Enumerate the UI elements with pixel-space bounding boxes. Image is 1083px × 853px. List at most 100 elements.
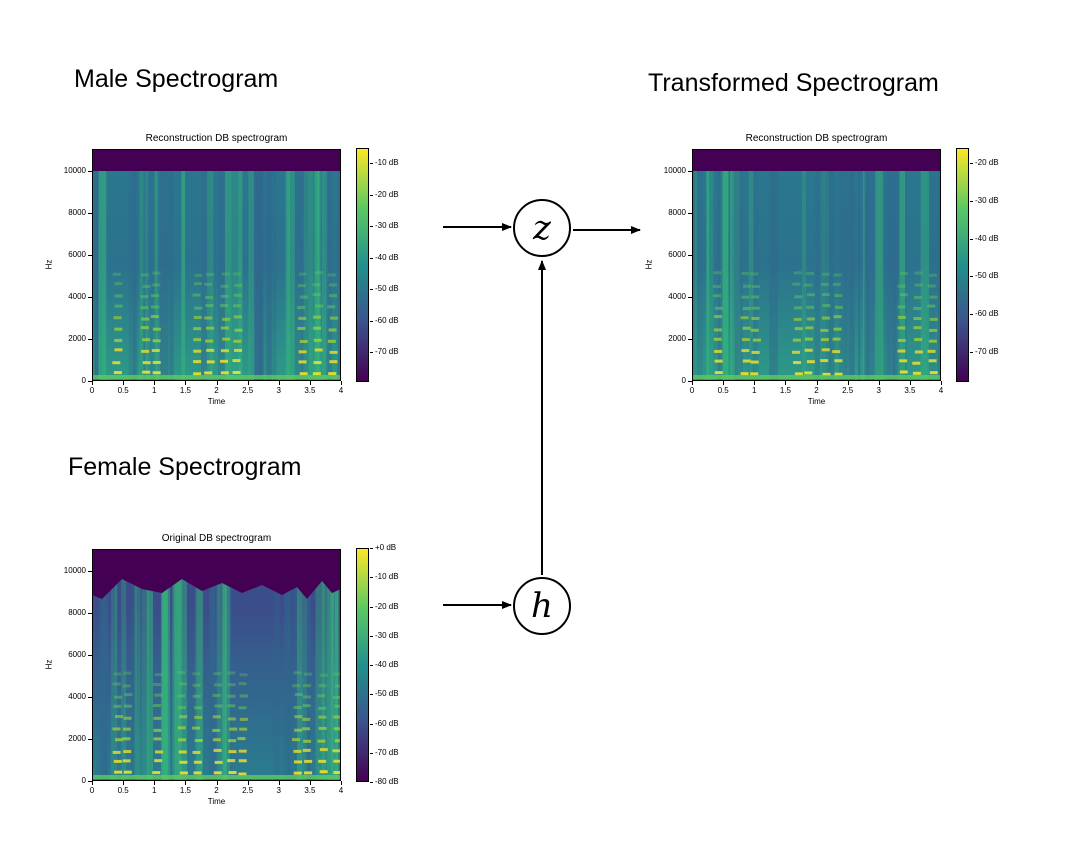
x-tick-label: 2.5 xyxy=(242,386,254,395)
plot-title: Reconstruction DB spectrogram xyxy=(745,133,888,144)
x-tick-label: 2 xyxy=(214,786,219,795)
colorbar-tick-label: -20 dB xyxy=(370,601,399,611)
y-tick-mark xyxy=(688,213,692,214)
plot-title: Reconstruction DB spectrogram xyxy=(145,133,288,144)
x-tick-label: 2 xyxy=(814,386,819,395)
colorbar-tick-label: -60 dB xyxy=(970,309,999,319)
x-tick-mark xyxy=(123,381,125,385)
y-tick-label: 10000 xyxy=(63,566,86,575)
colorbar xyxy=(356,148,369,382)
y-tick-label: 2000 xyxy=(68,734,86,743)
y-tick-mark xyxy=(88,571,92,572)
y-tick-mark xyxy=(688,297,692,298)
x-tick-mark xyxy=(723,381,725,385)
colorbar-tick-label: -30 dB xyxy=(370,221,399,230)
colorbar-tick-label: -70 dB xyxy=(970,347,999,356)
colorbar-tick-label: -60 dB xyxy=(370,718,399,728)
y-tick-mark xyxy=(88,213,92,214)
x-tick-label: 2.5 xyxy=(842,386,854,395)
colorbar-tick-label: -50 dB xyxy=(370,689,399,699)
x-tick-mark xyxy=(309,781,311,785)
x-tick-mark xyxy=(154,781,156,785)
y-tick-label: 6000 xyxy=(68,250,86,259)
x-tick-mark xyxy=(185,781,187,785)
x-tick-label: 3.5 xyxy=(304,386,316,395)
y-tick-label: 2000 xyxy=(668,334,686,343)
spectrogram-image xyxy=(92,149,341,381)
spectrogram-image xyxy=(92,549,341,781)
z-node: z xyxy=(513,199,571,257)
y-tick-label: 10000 xyxy=(63,166,86,175)
plot-frame xyxy=(92,549,341,781)
x-tick-label: 1 xyxy=(152,386,157,395)
colorbar-tick-label: -50 dB xyxy=(970,271,999,281)
x-tick-label: 3 xyxy=(876,386,881,395)
y-tick-label: 10000 xyxy=(663,166,686,175)
x-tick-mark xyxy=(185,381,187,385)
y-axis-label: Hz xyxy=(44,659,54,670)
y-tick-label: 2000 xyxy=(68,334,86,343)
x-tick-mark xyxy=(154,381,156,385)
plot-title: Original DB spectrogram xyxy=(161,533,272,544)
x-tick-mark xyxy=(341,781,342,785)
x-tick-label: 1.5 xyxy=(179,786,191,795)
x-tick-mark xyxy=(92,381,93,385)
colorbar-tick-label: -50 dB xyxy=(370,284,399,293)
x-tick-label: 2 xyxy=(214,386,219,395)
colorbar-tick-label: -70 dB xyxy=(370,747,399,757)
colorbar-tick-label: -60 dB xyxy=(370,315,399,325)
x-tick-mark xyxy=(92,781,93,785)
y-tick-label: 4000 xyxy=(68,692,86,701)
y-tick-mark xyxy=(88,381,92,382)
y-tick-label: 0 xyxy=(81,376,86,385)
x-tick-mark xyxy=(909,381,911,385)
colorbar xyxy=(356,548,369,782)
x-axis-label: Time xyxy=(807,397,826,406)
colorbar-tick-label: -40 dB xyxy=(370,252,399,262)
x-tick-mark xyxy=(816,381,818,385)
y-tick-mark xyxy=(88,739,92,740)
x-tick-mark xyxy=(216,781,218,785)
x-tick-mark xyxy=(878,381,880,385)
x-tick-label: 3 xyxy=(276,386,281,395)
x-tick-mark xyxy=(341,381,342,385)
colorbar xyxy=(956,148,969,382)
x-tick-label: 0 xyxy=(89,386,95,395)
x-tick-label: 3.5 xyxy=(904,386,916,395)
y-tick-mark xyxy=(88,171,92,172)
x-tick-mark xyxy=(278,381,280,385)
x-axis-label: Time xyxy=(207,797,226,806)
colorbar-tick-label: -10 dB xyxy=(370,572,399,582)
colorbar-tick-label: -20 dB xyxy=(970,158,999,167)
colorbar-tick-label: -40 dB xyxy=(970,233,999,243)
h-node: h xyxy=(513,577,571,635)
x-tick-label: 0 xyxy=(689,386,695,395)
x-tick-label: 1 xyxy=(152,786,157,795)
y-tick-mark xyxy=(88,297,92,298)
plot-frame xyxy=(692,149,941,381)
y-tick-mark xyxy=(88,781,92,782)
y-axis-label: Hz xyxy=(644,259,654,270)
colorbar-tick-label: -40 dB xyxy=(370,660,399,669)
y-tick-label: 0 xyxy=(81,776,86,785)
colorbar-tick-label: -80 dB xyxy=(370,777,399,786)
y-tick-label: 4000 xyxy=(668,292,686,301)
x-tick-mark xyxy=(847,381,849,385)
x-tick-label: 0.5 xyxy=(117,786,129,795)
x-tick-mark xyxy=(247,381,249,385)
x-tick-mark xyxy=(941,381,942,385)
y-tick-mark xyxy=(688,255,692,256)
y-tick-mark xyxy=(688,339,692,340)
female-spectrogram-heading: Female Spectrogram xyxy=(68,453,302,481)
colorbar-tick-label: -10 dB xyxy=(370,158,399,167)
y-tick-label: 8000 xyxy=(68,208,86,217)
y-tick-mark xyxy=(88,255,92,256)
y-tick-label: 6000 xyxy=(68,650,86,659)
y-tick-mark xyxy=(688,171,692,172)
y-tick-label: 8000 xyxy=(668,208,686,217)
x-tick-label: 3.5 xyxy=(304,786,316,795)
y-axis-label: Hz xyxy=(44,259,54,270)
x-tick-label: 1 xyxy=(752,386,757,395)
h-node-label: h xyxy=(531,586,553,626)
